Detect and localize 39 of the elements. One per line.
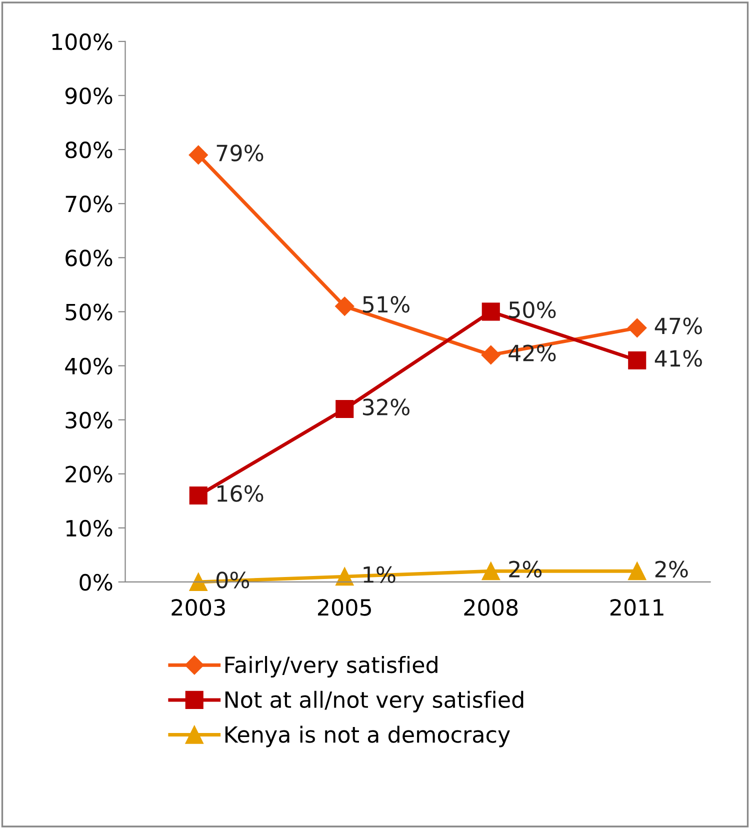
point [482, 562, 500, 580]
legend-label: Fairly/very satisfied [225, 656, 438, 678]
legend-label: Not at all/not very satisfied [225, 690, 524, 712]
point [481, 345, 500, 364]
y-tick-label: 80% [66, 142, 112, 158]
data-label: 51% [363, 296, 410, 313]
data-label: 47% [654, 318, 702, 334]
point [628, 318, 647, 338]
x-tick-label: 2011 [610, 599, 664, 616]
x-tick-label: 2003 [172, 599, 225, 616]
point [189, 572, 208, 591]
y-tick-label: 20% [66, 466, 112, 483]
point [188, 145, 208, 164]
y-tick-label: 50% [66, 304, 112, 320]
y-tick-label: 90% [65, 87, 112, 104]
point [336, 568, 354, 586]
point [335, 296, 354, 316]
data-label: 41% [654, 350, 702, 367]
point [189, 486, 208, 505]
point [628, 562, 646, 580]
y-tick-label: 30% [66, 412, 112, 429]
y-tick-label: 100% [52, 33, 112, 50]
data-label: 2% [655, 560, 688, 578]
y-tick-label: 0% [80, 574, 112, 591]
y-tick-label: 10% [66, 520, 112, 537]
y-tick-label: 70% [66, 196, 112, 212]
y-tick-label: 60% [66, 250, 112, 266]
data-label: 16% [217, 485, 264, 502]
point [336, 400, 354, 418]
y-tick-label: 40% [65, 358, 112, 375]
x-tick-label: 2005 [318, 599, 371, 616]
data-label: 50% [509, 301, 556, 318]
point [628, 351, 646, 370]
data-label: 42% [508, 344, 556, 362]
data-label: 32% [362, 398, 410, 416]
x-tick-label: 2008 [464, 599, 518, 616]
data-label: 79% [216, 144, 264, 162]
point [482, 302, 500, 321]
legend-label: Kenya is not a democracy [225, 726, 510, 748]
